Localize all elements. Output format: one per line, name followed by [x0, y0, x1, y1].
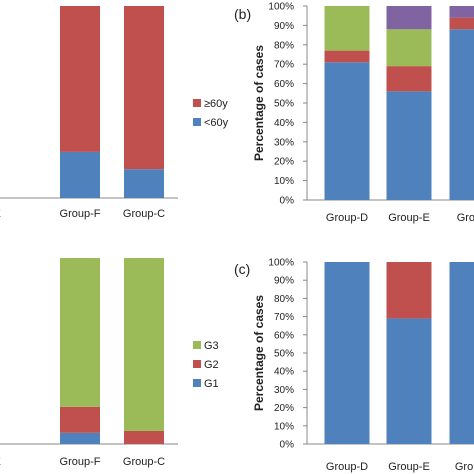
bar-segment-60y-group-c: [124, 169, 164, 198]
bar-segment-series1-group-f: [449, 29, 474, 201]
y-tick-label: 10%: [274, 421, 294, 432]
chart-panel-3: Group-E Group-F Group-C G3 G2 G1: [0, 258, 219, 468]
x-tick-label: Group: [457, 212, 474, 224]
y-tick-label: 30%: [274, 137, 294, 148]
y-tick-label: 10%: [274, 176, 294, 187]
legend-label: G1: [204, 378, 219, 390]
y-tick-label: 70%: [274, 60, 294, 71]
bar-segment-series2-group-d: [324, 50, 370, 63]
x-tick-label: Group-E: [388, 212, 430, 224]
y-tick-label: 90%: [274, 276, 294, 287]
y-tick-label: 80%: [274, 294, 294, 305]
legend-swatch: [193, 360, 201, 368]
bar-segment-series1-group-f: [449, 262, 474, 444]
y-tick-label: 20%: [274, 403, 294, 414]
x-tick-label: Group-E: [388, 461, 430, 473]
y-tick-label: 50%: [274, 349, 294, 360]
bar-segment-series1-group-e: [386, 318, 432, 444]
y-tick-label: 0%: [280, 196, 295, 207]
legend-swatch: [193, 379, 201, 387]
panel-label: (b): [234, 6, 251, 22]
y-tick-label: 70%: [274, 312, 294, 323]
y-tick-label: 100%: [268, 258, 294, 269]
y-axis-title: Percentage of cases: [252, 295, 266, 411]
legend-label: ≥60y: [204, 98, 228, 110]
bar-segment-G2-group-f: [60, 406, 100, 433]
panel-label: (c): [234, 261, 250, 277]
x-tick-label: Group-C: [123, 456, 165, 468]
legend-label: G2: [204, 359, 219, 371]
legend-label: G3: [204, 340, 219, 352]
bar-segment-series2-group-f: [449, 17, 474, 30]
chart-panel-1: Group-E Group-F Group-C ≥60y <60y: [0, 6, 229, 220]
y-tick-label: 60%: [274, 330, 294, 341]
x-tick-label: Group-: [455, 461, 474, 473]
bar-segment-series1-group-d: [324, 262, 370, 444]
y-tick-label: 0%: [280, 440, 295, 451]
bar-segment-series1-group-d: [324, 62, 370, 201]
legend-swatch: [193, 99, 201, 107]
x-tick-label: Group-E: [0, 208, 1, 220]
chart-panel-4: 0% 10% 20% 30% 40% 50% 60% 70% 80% 90% 100% Group-D…: [234, 258, 474, 473]
bar-segment-60y-group-f: [60, 151, 100, 198]
bar-segment-series2-group-e: [386, 262, 432, 319]
bar-segment-G1-group-f: [60, 432, 100, 444]
x-tick-label: Group-D: [326, 461, 368, 473]
bar-segment-60y-group-c: [124, 6, 164, 170]
x-tick-label: Group-C: [123, 208, 165, 220]
bar-segment-series4-group-e: [386, 6, 432, 30]
legend-swatch: [193, 118, 201, 126]
bar-segment-G2-group-c: [124, 430, 164, 444]
y-tick-label: 80%: [274, 40, 294, 51]
bar-segment-series3-group-e: [386, 29, 432, 67]
y-tick-label: 20%: [274, 157, 294, 168]
y-tick-label: 50%: [274, 99, 294, 110]
legend-label: <60y: [204, 117, 229, 129]
y-tick-label: 60%: [274, 79, 294, 90]
bar-segment-series4-group-f: [449, 6, 474, 18]
x-tick-label: Group-D: [326, 212, 368, 224]
y-tick-label: 100%: [268, 2, 294, 13]
x-tick-label: Group-E: [0, 456, 1, 468]
y-tick-label: 40%: [274, 367, 294, 378]
bar-segment-G3-group-f: [60, 258, 100, 407]
legend-swatch: [193, 341, 201, 349]
y-tick-label: 40%: [274, 118, 294, 129]
bar-segment-G3-group-c: [124, 258, 164, 431]
bar-segment-60y-group-f: [60, 6, 100, 152]
y-tick-label: 90%: [274, 21, 294, 32]
bar-segment-series3-group-d: [324, 6, 370, 51]
x-tick-label: Group-F: [60, 456, 101, 468]
chart-panel-2: 0% 10% 20% 30% 40% 50% 60% 70% 80% 90% 100% Group-D…: [234, 2, 474, 224]
y-axis-title: Percentage of cases: [252, 45, 266, 161]
bar-segment-series1-group-e: [386, 91, 432, 200]
bar-segment-series2-group-e: [386, 66, 432, 92]
x-tick-label: Group-F: [60, 208, 101, 220]
y-tick-label: 30%: [274, 385, 294, 396]
